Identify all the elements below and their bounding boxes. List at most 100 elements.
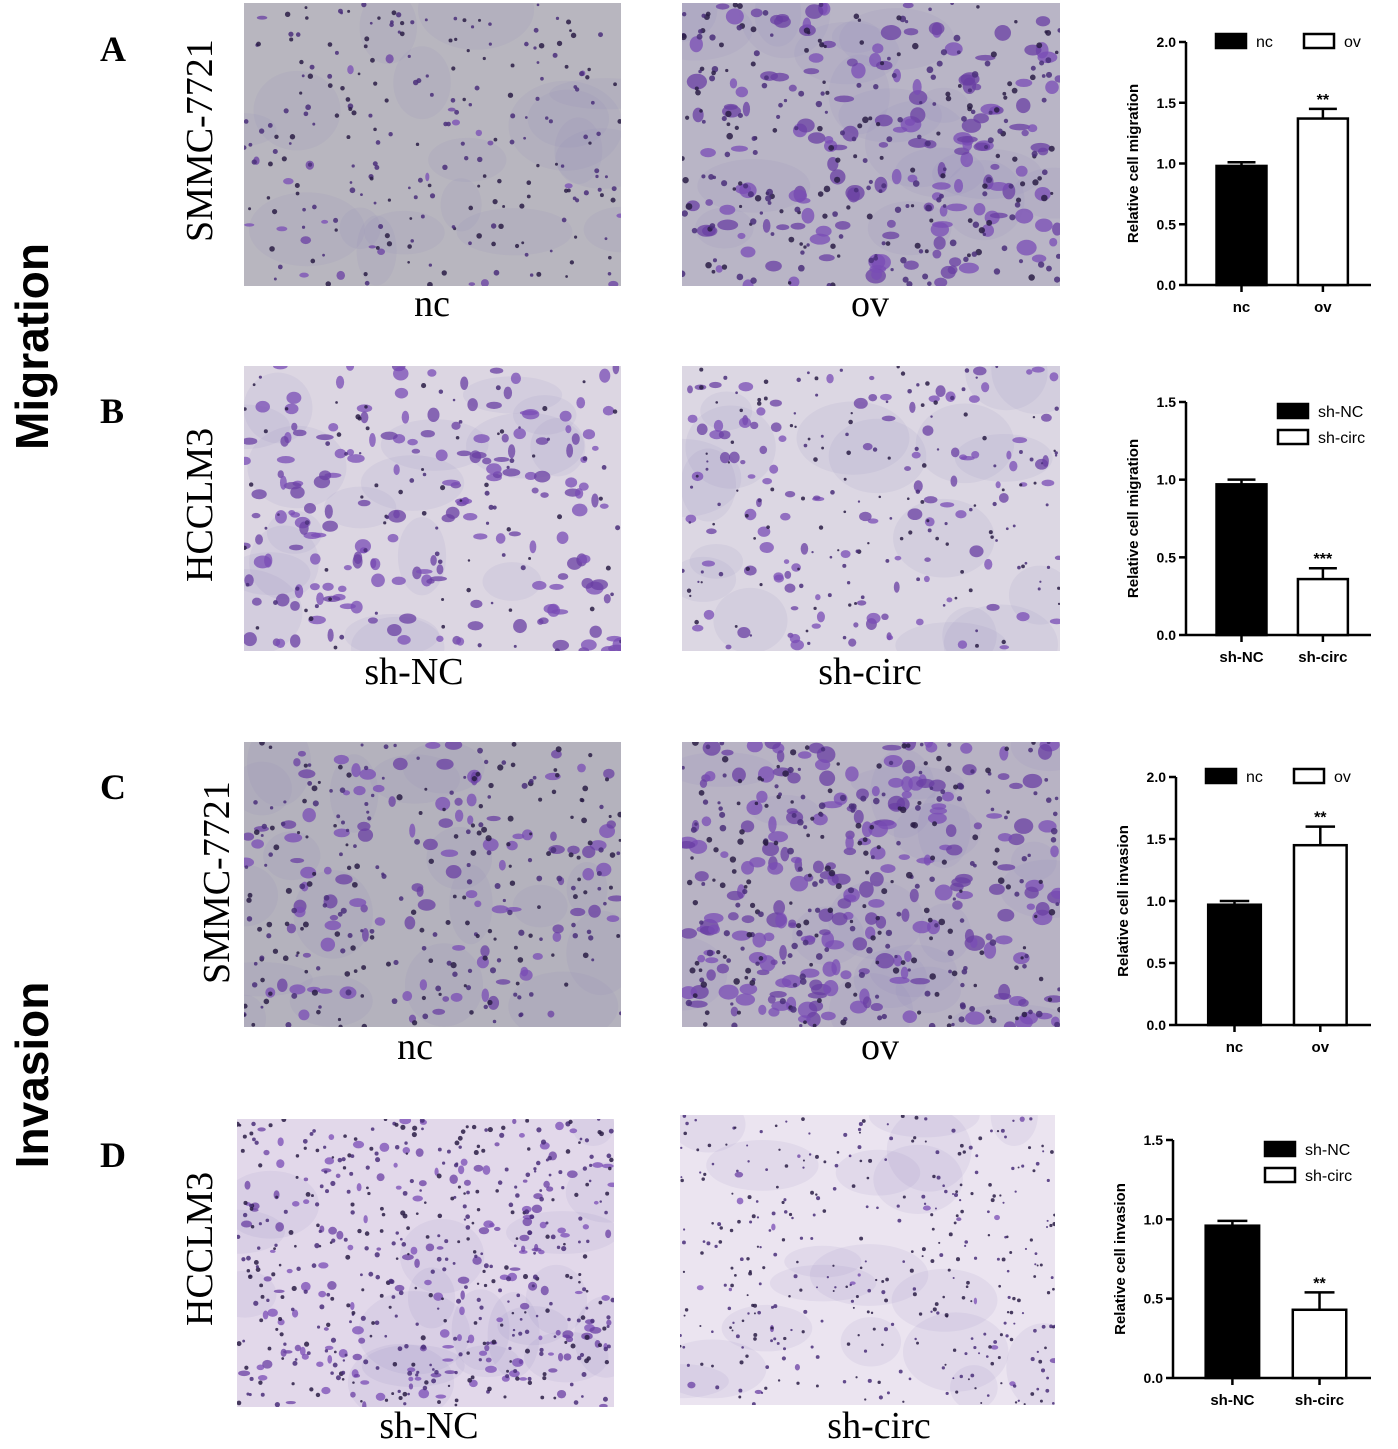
chart-c-y-tick-label: 1.5 bbox=[1147, 831, 1167, 847]
chart-a-y-axis-label: Relative cell migration bbox=[1125, 84, 1142, 243]
chart-d-bar-sh-NC bbox=[1204, 1224, 1261, 1380]
chart-c-legend-label: nc bbox=[1246, 769, 1263, 786]
cell-line-label-d: HCCLM3 bbox=[179, 1171, 221, 1326]
micrograph-b-shnc bbox=[244, 366, 621, 651]
micrograph-b-shcirc-art bbox=[682, 366, 1060, 651]
chart-b-bar-sh-circ bbox=[1296, 577, 1350, 637]
chart-d-y-tick-label: 1.0 bbox=[1144, 1211, 1164, 1227]
chart-b-y-axis-label: Relative cell migration bbox=[1125, 439, 1142, 598]
chart-c-legend-label: ov bbox=[1334, 769, 1351, 786]
panel-letter-b: B bbox=[100, 391, 125, 431]
micrograph-a-ov bbox=[682, 3, 1060, 286]
micrograph-d-shcirc bbox=[680, 1115, 1055, 1405]
micrograph-c-nc-art bbox=[244, 742, 621, 1027]
chart-b-y-tick-label: 1.0 bbox=[1157, 472, 1177, 488]
chart-d-y-tick-label: 0.5 bbox=[1144, 1291, 1164, 1307]
chart-d-legend-label: sh-circ bbox=[1305, 1168, 1352, 1185]
chart-d-y-tick-label: 1.5 bbox=[1144, 1132, 1164, 1148]
chart-b-y-tick-label: 0.5 bbox=[1157, 549, 1177, 565]
micrograph-a-ov-art bbox=[682, 3, 1060, 286]
chart-b-y-tick-label: 1.5 bbox=[1157, 394, 1177, 410]
chart-b-bar-sh-NC bbox=[1215, 483, 1268, 637]
chart-c-x-tick-label: ov bbox=[1312, 1039, 1330, 1056]
chart-a-y-tick-label: 2.0 bbox=[1157, 34, 1177, 50]
micrograph-c-ov bbox=[682, 742, 1060, 1027]
chart-a-y-tick-label: 0.0 bbox=[1157, 277, 1177, 293]
chart-c-y-tick-label: 0.0 bbox=[1147, 1017, 1167, 1033]
condition-label-b-2: sh-circ bbox=[818, 651, 922, 693]
chart-a-x-tick-label: ov bbox=[1314, 299, 1332, 316]
chart-a-y-tick-label: 1.0 bbox=[1157, 156, 1177, 172]
micrograph-d-shnc bbox=[237, 1119, 614, 1407]
micrograph-a-nc-art bbox=[244, 3, 621, 286]
chart-c-y-axis-label: Relative cell invasion bbox=[1115, 825, 1132, 977]
cell-line-label-c: SMMC-7721 bbox=[196, 781, 238, 984]
condition-label-d-2: sh-circ bbox=[827, 1405, 931, 1447]
bar-chart-c-svg: 0.0 0.5 1.0 1.5 2.0 Relative cell invasion nc *… bbox=[1115, 767, 1371, 1056]
micrograph-b-shnc-art bbox=[244, 366, 621, 651]
panel-letter-d: D bbox=[100, 1135, 126, 1175]
panel-letter-a: A bbox=[100, 29, 126, 69]
chart-a-legend-swatch bbox=[1302, 32, 1336, 50]
cell-line-label-a: SMMC-7721 bbox=[179, 39, 221, 242]
chart-b-x-tick-label: sh-circ bbox=[1298, 649, 1347, 666]
chart-c-bar-ov bbox=[1292, 843, 1348, 1027]
chart-d-bar-sh-circ bbox=[1291, 1308, 1348, 1380]
condition-label-d-1: sh-NC bbox=[379, 1405, 479, 1447]
chart-b-legend-swatch bbox=[1276, 428, 1310, 446]
micrograph-c-nc bbox=[244, 742, 621, 1027]
chart-d-y-axis-label: Relative cell invasion bbox=[1112, 1183, 1129, 1335]
chart-c-legend-swatch bbox=[1204, 767, 1238, 785]
chart-c-y-tick-label: 1.0 bbox=[1147, 893, 1167, 909]
chart-c-legend-swatch bbox=[1292, 767, 1326, 785]
condition-label-b-1: sh-NC bbox=[364, 651, 464, 693]
chart-d-legend-swatch bbox=[1263, 1140, 1297, 1158]
chart-a-legend-swatch bbox=[1214, 32, 1248, 50]
chart-c-y-tick-label: 0.5 bbox=[1147, 955, 1167, 971]
bar-chart-d-svg: 0.0 0.5 1.0 1.5 Relative cell invasion sh-NC *… bbox=[1112, 1132, 1371, 1409]
cell-line-label-b: HCCLM3 bbox=[179, 427, 221, 582]
condition-label-c-2: ov bbox=[861, 1026, 899, 1068]
bar-chart-b-svg: 0.0 0.5 1.0 1.5 Relative cell migration sh-NC… bbox=[1125, 394, 1371, 666]
chart-d-x-tick-label: sh-NC bbox=[1210, 1392, 1254, 1409]
chart-b-legend-label: sh-circ bbox=[1318, 430, 1365, 447]
chart-a-bar-ov bbox=[1296, 117, 1350, 287]
condition-label-a-1: nc bbox=[414, 283, 450, 325]
chart-b-y-tick-label: 0.0 bbox=[1157, 627, 1177, 643]
chart-d-significance-label: ** bbox=[1313, 1275, 1326, 1292]
chart-a-significance-label: ** bbox=[1317, 92, 1330, 109]
micrograph-d-shnc-art bbox=[237, 1119, 614, 1407]
chart-b-legend-label: sh-NC bbox=[1318, 404, 1363, 421]
chart-c-bar-nc bbox=[1206, 903, 1263, 1027]
chart-b-legend-swatch bbox=[1276, 402, 1310, 420]
bar-chart-a: 0.0 0.5 1.0 1.5 2.0 Relative cell migration nc… bbox=[1118, 20, 1393, 330]
section-label-invasion: Invasion bbox=[6, 981, 58, 1169]
chart-b-x-tick-label: sh-NC bbox=[1219, 649, 1263, 666]
condition-label-c-1: nc bbox=[397, 1026, 433, 1068]
chart-b-significance-label: *** bbox=[1314, 551, 1333, 568]
chart-c-y-tick-label: 2.0 bbox=[1147, 769, 1167, 785]
bar-chart-c: 0.0 0.5 1.0 1.5 2.0 Relative cell invasion nc *… bbox=[1108, 755, 1393, 1070]
condition-label-a-2: ov bbox=[851, 283, 889, 325]
micrograph-a-nc bbox=[244, 3, 621, 286]
chart-d-x-tick-label: sh-circ bbox=[1295, 1392, 1344, 1409]
panel-letter-c: C bbox=[100, 767, 126, 807]
bar-chart-a-svg: 0.0 0.5 1.0 1.5 2.0 Relative cell migration nc… bbox=[1125, 32, 1371, 316]
micrograph-c-ov-art bbox=[682, 742, 1060, 1027]
chart-a-legend-label: ov bbox=[1344, 34, 1361, 51]
chart-d-y-tick-label: 0.0 bbox=[1144, 1370, 1164, 1386]
chart-d-legend-swatch bbox=[1263, 1166, 1297, 1184]
chart-a-x-tick-label: nc bbox=[1233, 299, 1251, 316]
chart-c-x-tick-label: nc bbox=[1226, 1039, 1244, 1056]
bar-chart-b: 0.0 0.5 1.0 1.5 Relative cell migration sh-NC… bbox=[1118, 380, 1393, 680]
micrograph-b-shcirc bbox=[682, 366, 1060, 651]
micrograph-d-shcirc-art bbox=[680, 1115, 1055, 1405]
chart-a-bar-nc bbox=[1215, 164, 1268, 287]
chart-c-significance-label: ** bbox=[1314, 810, 1327, 827]
bar-chart-d: 0.0 0.5 1.0 1.5 Relative cell invasion sh-NC *… bbox=[1105, 1118, 1393, 1423]
section-label-migration: Migration bbox=[6, 243, 58, 450]
chart-d-legend-label: sh-NC bbox=[1305, 1142, 1350, 1159]
chart-a-y-tick-label: 1.5 bbox=[1157, 95, 1177, 111]
chart-a-legend-label: nc bbox=[1256, 34, 1273, 51]
chart-a-y-tick-label: 0.5 bbox=[1157, 216, 1177, 232]
